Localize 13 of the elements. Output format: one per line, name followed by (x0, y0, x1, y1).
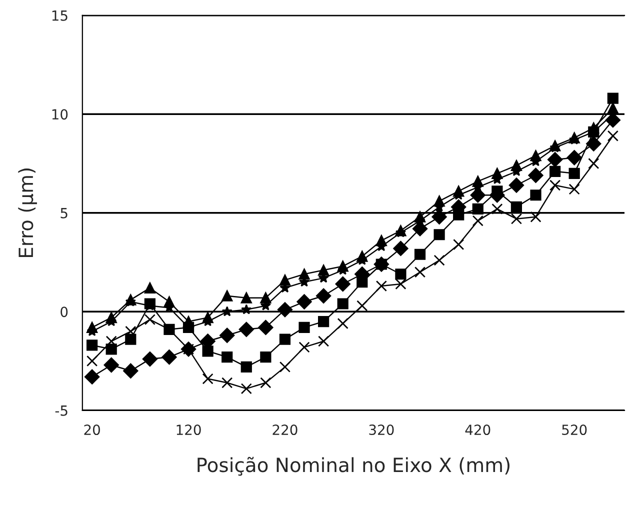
y-tick-label: 0 (60, 306, 68, 318)
y-tick-label: 15 (52, 10, 68, 21)
x-tick-label: 20 (84, 424, 100, 436)
y-axis-title: Erro (µm) (18, 168, 37, 258)
x-axis-title: Posição Nominal no Eixo X (mm) (198, 456, 510, 476)
x-tick-label: 320 (369, 424, 394, 436)
y-tick-label: 10 (52, 109, 68, 120)
x-tick-label: 220 (272, 424, 298, 436)
y-tick-label: 5 (60, 208, 68, 218)
x-tick-label: 520 (562, 424, 587, 436)
y-tick-label: -5 (55, 406, 68, 416)
x-tick-label: 120 (176, 424, 201, 436)
x-tick-label: 420 (465, 424, 490, 436)
